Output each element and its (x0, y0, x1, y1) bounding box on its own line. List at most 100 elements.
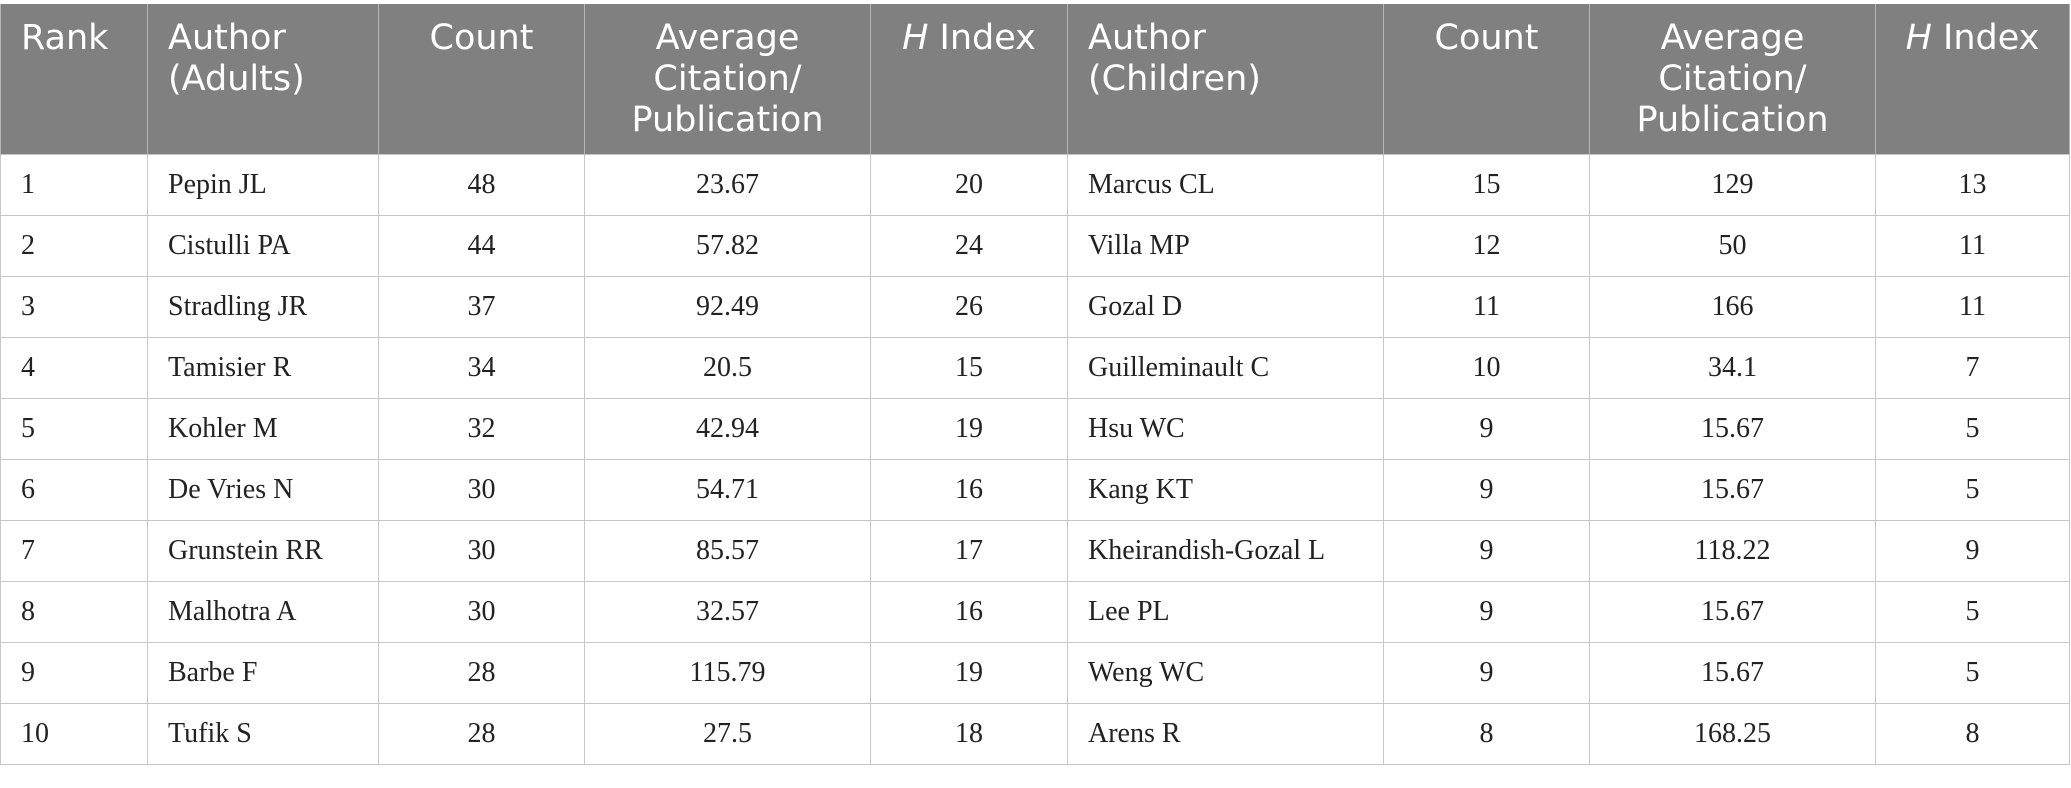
h-index-word: Index (928, 18, 1036, 58)
cell-author-children: Weng WC (1067, 641, 1384, 704)
cell-author-children: Gozal D (1067, 275, 1384, 338)
cell-count-adults: 28 (378, 702, 585, 765)
cell-count-children: 9 (1383, 580, 1590, 643)
table-row: 4 Tamisier R 34 20.5 15 Guilleminault C … (0, 336, 2070, 399)
cell-author-adults: De Vries N (147, 458, 379, 521)
cell-author-children: Villa MP (1067, 214, 1384, 277)
cell-h-index-adults: 20 (870, 153, 1068, 216)
cell-average-citation-children: 15.67 (1589, 458, 1876, 521)
cell-author-adults: Malhotra A (147, 580, 379, 643)
cell-author-adults: Tamisier R (147, 336, 379, 399)
cell-average-citation-adults: 32.57 (584, 580, 871, 643)
cell-count-children: 12 (1383, 214, 1590, 277)
cell-average-citation-children: 118.22 (1589, 519, 1876, 582)
cell-h-index-children: 13 (1875, 153, 2070, 216)
cell-h-index-children: 7 (1875, 336, 2070, 399)
cell-average-citation-adults: 85.57 (584, 519, 871, 582)
cell-count-children: 10 (1383, 336, 1590, 399)
cell-rank: 10 (0, 702, 148, 765)
cell-average-citation-adults: 92.49 (584, 275, 871, 338)
cell-author-adults: Pepin JL (147, 153, 379, 216)
cell-author-adults: Grunstein RR (147, 519, 379, 582)
table-row: 1 Pepin JL 48 23.67 20 Marcus CL 15 129 … (0, 153, 2070, 216)
cell-h-index-adults: 26 (870, 275, 1068, 338)
cell-count-children: 15 (1383, 153, 1590, 216)
cell-author-children: Lee PL (1067, 580, 1384, 643)
cell-average-citation-children: 168.25 (1589, 702, 1876, 765)
cell-rank: 1 (0, 153, 148, 216)
cell-count-adults: 30 (378, 519, 585, 582)
cell-average-citation-children: 15.67 (1589, 641, 1876, 704)
cell-count-children: 11 (1383, 275, 1590, 338)
cell-rank: 5 (0, 397, 148, 460)
cell-author-children: Marcus CL (1067, 153, 1384, 216)
cell-average-citation-adults: 115.79 (584, 641, 871, 704)
table-row: 9 Barbe F 28 115.79 19 Weng WC 9 15.67 5 (0, 641, 2070, 704)
table-row: 6 De Vries N 30 54.71 16 Kang KT 9 15.67… (0, 458, 2070, 521)
header-h-index-adults: H Index (870, 4, 1068, 154)
cell-average-citation-children: 50 (1589, 214, 1876, 277)
cell-count-adults: 48 (378, 153, 585, 216)
cell-average-citation-adults: 57.82 (584, 214, 871, 277)
table-header: Rank Author (Adults) Count Average Citat… (0, 4, 2070, 154)
cell-author-adults: Kohler M (147, 397, 379, 460)
cell-h-index-children: 11 (1875, 275, 2070, 338)
header-average-citation-adults: Average Citation/ Publication (584, 4, 871, 154)
cell-average-citation-children: 166 (1589, 275, 1876, 338)
table-row: 8 Malhotra A 30 32.57 16 Lee PL 9 15.67 … (0, 580, 2070, 643)
cell-count-adults: 28 (378, 641, 585, 704)
cell-count-adults: 30 (378, 580, 585, 643)
cell-h-index-adults: 24 (870, 214, 1068, 277)
cell-author-children: Guilleminault C (1067, 336, 1384, 399)
table-row: 10 Tufik S 28 27.5 18 Arens R 8 168.25 8 (0, 702, 2070, 765)
cell-rank: 9 (0, 641, 148, 704)
h-index-letter: H (1905, 18, 1932, 58)
cell-average-citation-children: 34.1 (1589, 336, 1876, 399)
cell-h-index-children: 5 (1875, 580, 2070, 643)
table-row: 3 Stradling JR 37 92.49 26 Gozal D 11 16… (0, 275, 2070, 338)
header-count-adults: Count (378, 4, 585, 154)
h-index-word: Index (1931, 18, 2040, 58)
header-count-children: Count (1383, 4, 1590, 154)
cell-average-citation-children: 15.67 (1589, 397, 1876, 460)
header-rank: Rank (0, 4, 148, 154)
cell-h-index-children: 11 (1875, 214, 2070, 277)
cell-count-adults: 34 (378, 336, 585, 399)
table-row: 5 Kohler M 32 42.94 19 Hsu WC 9 15.67 5 (0, 397, 2070, 460)
cell-count-children: 9 (1383, 397, 1590, 460)
cell-count-children: 9 (1383, 458, 1590, 521)
table-body: 1 Pepin JL 48 23.67 20 Marcus CL 15 129 … (0, 153, 2070, 765)
header-average-citation-children: Average Citation/ Publication (1589, 4, 1876, 154)
cell-h-index-children: 5 (1875, 641, 2070, 704)
cell-average-citation-children: 15.67 (1589, 580, 1876, 643)
cell-count-adults: 44 (378, 214, 585, 277)
cell-h-index-adults: 16 (870, 580, 1068, 643)
cell-author-adults: Barbe F (147, 641, 379, 704)
table-row: 2 Cistulli PA 44 57.82 24 Villa MP 12 50… (0, 214, 2070, 277)
header-author-children: Author (Children) (1067, 4, 1384, 154)
cell-author-adults: Cistulli PA (147, 214, 379, 277)
cell-rank: 4 (0, 336, 148, 399)
header-h-index-children: H Index (1875, 4, 2070, 154)
cell-h-index-adults: 19 (870, 641, 1068, 704)
header-author-adults: Author (Adults) (147, 4, 379, 154)
cell-author-children: Kheirandish-Gozal L (1067, 519, 1384, 582)
cell-count-adults: 32 (378, 397, 585, 460)
cell-count-children: 9 (1383, 519, 1590, 582)
cell-rank: 8 (0, 580, 148, 643)
cell-h-index-adults: 17 (870, 519, 1068, 582)
cell-count-children: 8 (1383, 702, 1590, 765)
h-index-letter: H (902, 18, 929, 58)
cell-rank: 7 (0, 519, 148, 582)
cell-h-index-children: 8 (1875, 702, 2070, 765)
cell-h-index-children: 5 (1875, 397, 2070, 460)
cell-h-index-adults: 16 (870, 458, 1068, 521)
cell-average-citation-adults: 20.5 (584, 336, 871, 399)
cell-h-index-adults: 18 (870, 702, 1068, 765)
cell-average-citation-adults: 42.94 (584, 397, 871, 460)
cell-average-citation-adults: 23.67 (584, 153, 871, 216)
cell-author-adults: Tufik S (147, 702, 379, 765)
cell-average-citation-adults: 54.71 (584, 458, 871, 521)
table-row: 7 Grunstein RR 30 85.57 17 Kheirandish-G… (0, 519, 2070, 582)
cell-author-children: Kang KT (1067, 458, 1384, 521)
